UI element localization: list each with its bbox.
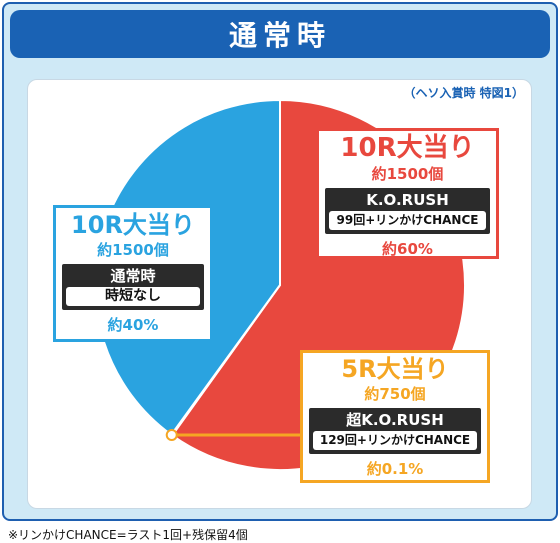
- callout-detail: 129回+リンかけCHANCE: [313, 431, 477, 450]
- callout-mode: K.O.RUSH: [366, 191, 449, 209]
- condition-note: （ヘソ入賞時 特図1）: [403, 86, 524, 100]
- callout-detail: 99回+リンかけCHANCE: [329, 211, 486, 230]
- callout-payout: 約1500個: [97, 241, 169, 259]
- callout-mode: 通常時: [110, 267, 156, 285]
- callout-title: 10R大当り: [340, 133, 475, 163]
- callout-mode-box: K.O.RUSH 99回+リンかけCHANCE: [325, 188, 490, 234]
- callout-mode: 超K.O.RUSH: [346, 411, 444, 429]
- page-title: 通常時: [10, 10, 550, 58]
- callout-payout: 約1500個: [371, 165, 444, 183]
- callout-detail: 時短なし: [66, 287, 200, 306]
- callout-10r-normal: 10R大当り 約1500個 通常時 時短なし 約40%: [53, 205, 213, 342]
- callout-mode-box: 通常時 時短なし: [62, 264, 204, 310]
- leader-dot: [165, 429, 178, 442]
- callout-percent: 約40%: [107, 316, 159, 334]
- footnote: ※リンかけCHANCE=ラスト1回+残保留4個: [8, 528, 248, 542]
- callout-title: 10R大当り: [71, 211, 195, 239]
- callout-mode-box: 超K.O.RUSH 129回+リンかけCHANCE: [309, 408, 481, 454]
- page-title-text: 通常時: [228, 19, 331, 52]
- callout-payout: 約750個: [364, 385, 426, 403]
- callout-5r-super-rush: 5R大当り 約750個 超K.O.RUSH 129回+リンかけCHANCE 約0…: [300, 350, 490, 483]
- callout-percent: 約0.1%: [366, 460, 424, 478]
- callout-10r-rush: 10R大当り 約1500個 K.O.RUSH 99回+リンかけCHANCE 約6…: [316, 128, 499, 259]
- callout-title: 5R大当り: [341, 355, 449, 383]
- callout-percent: 約60%: [382, 240, 433, 258]
